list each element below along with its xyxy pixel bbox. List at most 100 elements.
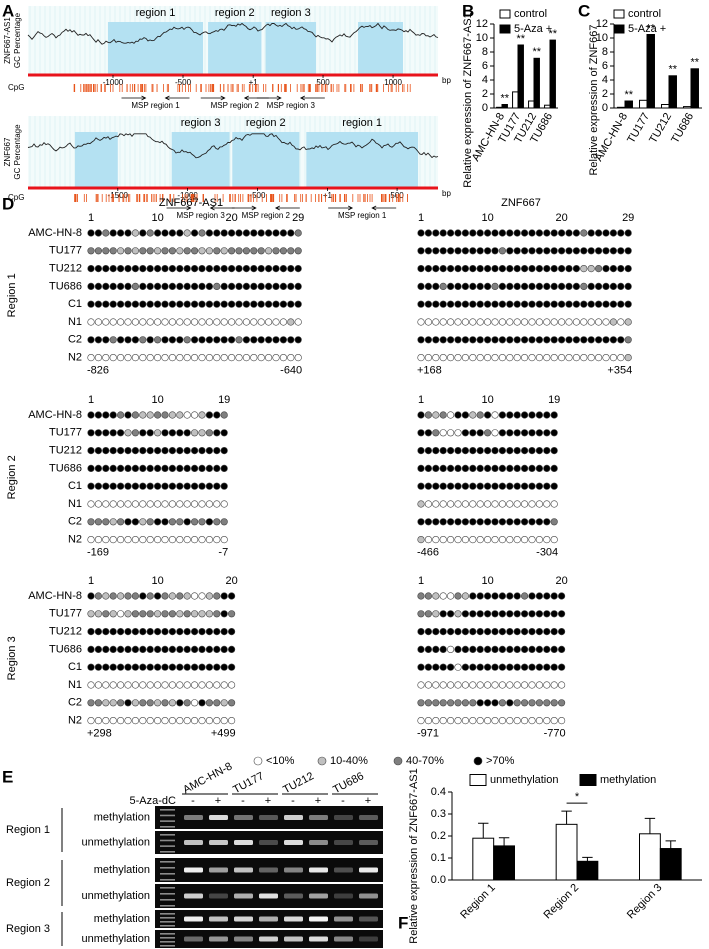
methylation-dot bbox=[535, 681, 544, 689]
methylation-dot bbox=[550, 716, 558, 725]
methylation-dot bbox=[476, 500, 484, 508]
methylation-dot bbox=[124, 716, 132, 725]
methylation-dot bbox=[543, 627, 551, 636]
methylation-dot bbox=[102, 681, 110, 689]
methylation-dot bbox=[520, 354, 529, 362]
methylation-dot bbox=[191, 627, 199, 636]
methylation-dot bbox=[168, 500, 176, 508]
position-label: -466 bbox=[417, 547, 439, 559]
gel-band bbox=[359, 867, 378, 873]
methylation-dot bbox=[139, 229, 147, 237]
ladder-band bbox=[160, 879, 175, 881]
methylation-dot bbox=[87, 592, 95, 600]
bar bbox=[624, 100, 633, 109]
bar bbox=[668, 75, 677, 109]
methylation-dot bbox=[161, 500, 169, 508]
methylation-dot bbox=[498, 229, 507, 237]
y-axis-label: ZNF667 bbox=[3, 137, 12, 166]
methylation-dot bbox=[242, 300, 250, 308]
methylation-dot bbox=[528, 300, 536, 308]
methylation-dot bbox=[94, 229, 102, 237]
methylation-dot bbox=[491, 535, 499, 544]
methylation-dot bbox=[131, 429, 139, 437]
legend-dot bbox=[473, 756, 483, 766]
methylation-dot bbox=[124, 663, 132, 671]
methylation-dot bbox=[272, 300, 280, 308]
methylation-dot bbox=[168, 300, 176, 308]
methylation-dot bbox=[176, 247, 184, 255]
methylation-dot bbox=[183, 716, 191, 725]
cpg-label: CpG bbox=[8, 193, 24, 202]
treatment-label: 5-Aza-dC bbox=[130, 795, 177, 807]
methylation-dot bbox=[191, 354, 199, 362]
methylation-dot bbox=[580, 265, 588, 273]
methylation-dot bbox=[498, 265, 507, 273]
methylation-dot bbox=[624, 354, 632, 362]
ladder-band bbox=[160, 945, 175, 947]
methylation-dot bbox=[432, 535, 440, 544]
x-tick-label: 500 bbox=[390, 191, 404, 200]
methylation-dot bbox=[213, 500, 221, 508]
methylation-dot bbox=[461, 610, 470, 618]
methylation-dot bbox=[161, 411, 169, 419]
methylation-dot bbox=[168, 229, 176, 237]
methylation-dot bbox=[109, 229, 117, 237]
annotation: ** bbox=[548, 28, 557, 40]
methylation-dot bbox=[447, 482, 455, 490]
methylation-dot bbox=[191, 300, 199, 308]
legend-label: control bbox=[514, 8, 547, 20]
methylation-dot bbox=[198, 229, 206, 237]
y-tick-label: 6 bbox=[602, 60, 608, 72]
methylation-dot bbox=[439, 663, 447, 671]
primer-arrow bbox=[209, 205, 235, 211]
methylation-dot bbox=[116, 318, 125, 326]
x-tick-label: +1 bbox=[323, 191, 333, 200]
methylation-dot bbox=[250, 354, 258, 362]
methylation-dot bbox=[513, 610, 521, 618]
methylation-dot bbox=[476, 265, 484, 273]
methylation-dot bbox=[432, 318, 440, 326]
methylation-dot bbox=[572, 265, 581, 273]
methylation-dot bbox=[102, 482, 110, 490]
methylation-dot bbox=[535, 482, 544, 490]
x-tick-label: Region 3 bbox=[625, 882, 665, 922]
cpg-index: 1 bbox=[88, 212, 94, 224]
methylation-dot bbox=[102, 354, 110, 362]
gel-region-label: Region 1 bbox=[6, 824, 50, 836]
methylation-dot bbox=[191, 265, 199, 273]
methylation-dot bbox=[220, 247, 228, 255]
methylation-dot bbox=[191, 247, 199, 255]
ladder-band bbox=[160, 814, 175, 817]
methylation-dot bbox=[491, 663, 499, 671]
methylation-dot bbox=[602, 336, 610, 344]
methylation-dot bbox=[198, 411, 206, 419]
methylation-dot bbox=[183, 354, 191, 362]
region-span bbox=[265, 22, 317, 75]
methylation-dot bbox=[279, 354, 288, 362]
methylation-dot bbox=[520, 318, 529, 326]
methylation-dot bbox=[228, 681, 236, 689]
error-bar bbox=[665, 840, 676, 849]
methylation-dot bbox=[520, 482, 529, 490]
methylation-dot bbox=[602, 318, 610, 326]
methylation-dot bbox=[557, 716, 566, 725]
methylation-dot bbox=[250, 282, 258, 291]
msp-label: MSP region 3 bbox=[176, 211, 225, 220]
methylation-dot bbox=[439, 500, 447, 508]
methylation-dot bbox=[124, 354, 132, 362]
methylation-dot bbox=[439, 464, 447, 473]
methylation-dot bbox=[139, 681, 147, 689]
methylation-dot bbox=[213, 592, 221, 600]
methylation-dot bbox=[491, 336, 499, 344]
cpg-index: 20 bbox=[555, 212, 567, 224]
methylation-dot bbox=[491, 464, 499, 473]
methylation-dot bbox=[417, 300, 425, 308]
methylation-dot bbox=[131, 500, 139, 508]
methylation-dot bbox=[417, 518, 425, 526]
methylation-dot bbox=[550, 229, 558, 237]
methylation-dot bbox=[183, 447, 191, 455]
methylation-dot bbox=[476, 592, 484, 600]
methylation-dot bbox=[154, 229, 162, 237]
methylation-dot bbox=[183, 645, 191, 654]
methylation-dot bbox=[116, 482, 125, 490]
